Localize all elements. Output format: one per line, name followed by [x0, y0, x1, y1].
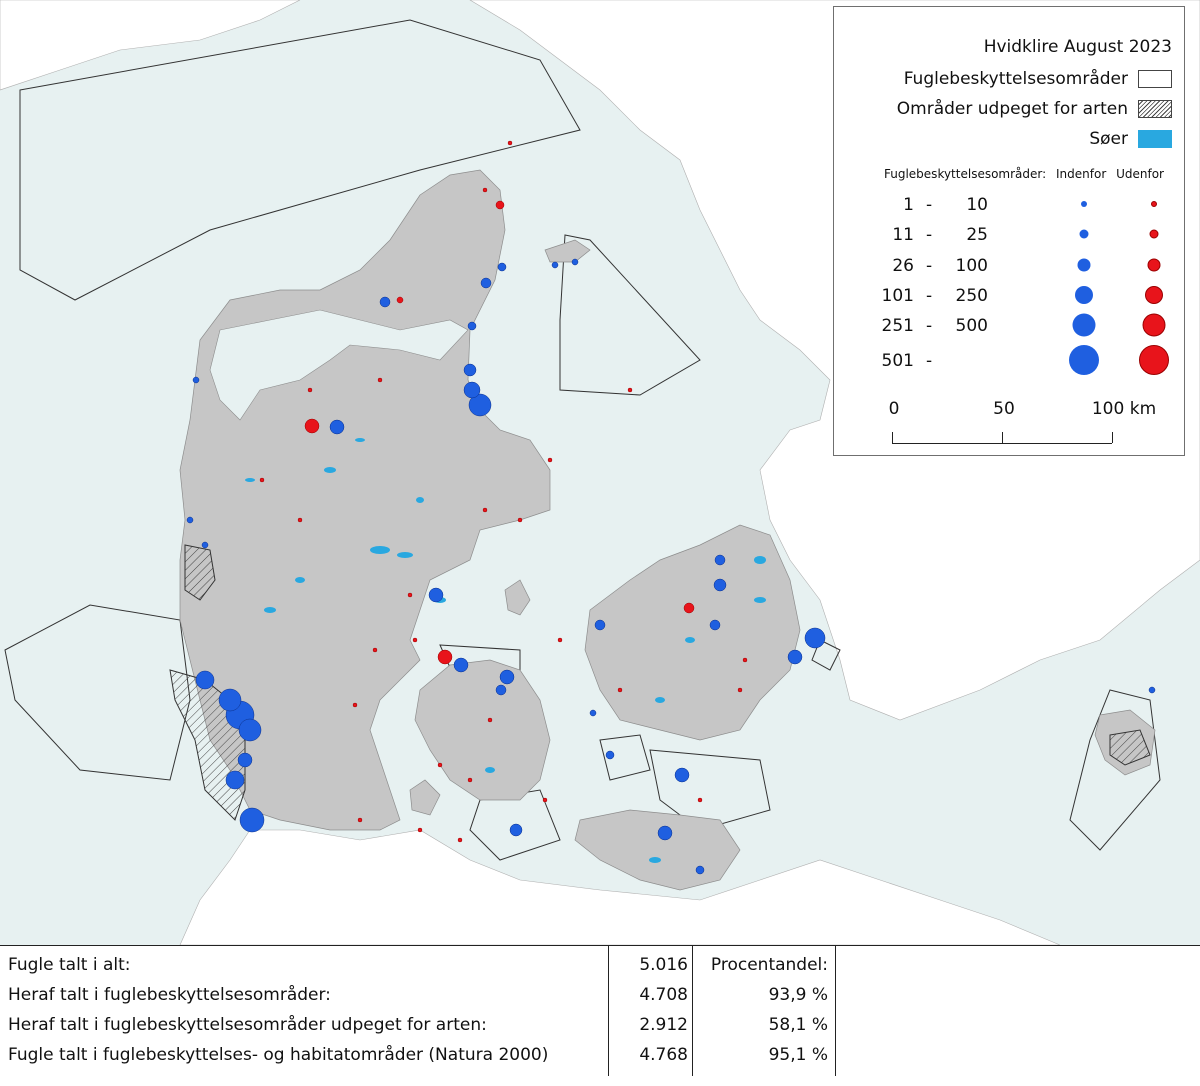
observations-inside: [186, 258, 1156, 875]
legend-item-lakes: Søer: [1089, 127, 1172, 151]
class-low: 11: [892, 225, 914, 245]
inside-label: Indenfor: [1056, 167, 1107, 181]
scale-bar: 0 50 100 km: [888, 399, 1156, 449]
class-low: 101: [881, 286, 914, 306]
inside-symbol: [1079, 229, 1089, 239]
observations-outside: [259, 140, 748, 843]
outside-symbol: [1142, 313, 1166, 337]
row-value: 5.016: [639, 955, 688, 975]
inside-symbol: [1072, 313, 1096, 337]
size-class-row: 1 - 10: [834, 189, 1186, 219]
table-row: Fugle talt i alt: 5.016 Procentandel:: [0, 950, 1200, 980]
class-dash: -: [926, 286, 933, 306]
size-class-header: Fuglebeskyttelsesområder: Indenfor Udenf…: [878, 167, 1164, 181]
samsoe: [504, 579, 531, 616]
outside-label: Udenfor: [1116, 167, 1164, 181]
outside-symbol: [1149, 229, 1159, 239]
norway-land: [0, 0, 301, 91]
class-dash: -: [926, 351, 933, 371]
row-percent: Procentandel:: [710, 955, 828, 975]
class-low: 1: [903, 195, 914, 215]
protection-area-swatch: [1138, 70, 1172, 88]
row-value: 4.708: [639, 985, 688, 1005]
hatched-swatch: [1138, 100, 1172, 118]
table-row: Heraf talt i fuglebeskyttelsesområder: 4…: [0, 980, 1200, 1010]
size-class-row: 251 - 500: [834, 310, 1186, 340]
row-label: Fugle talt i alt:: [8, 955, 131, 975]
statistics-table: Fugle talt i alt: 5.016 Procentandel: He…: [0, 945, 1200, 1086]
als: [409, 779, 441, 816]
size-class-row: 501 -: [834, 345, 1186, 375]
legend-item-designated-area: Områder udpeget for arten: [897, 97, 1172, 121]
lakes: [245, 438, 766, 863]
germany-land: [179, 829, 1061, 945]
row-percent: 93,9 %: [768, 985, 828, 1005]
laeso: [544, 239, 591, 263]
class-high: 25: [966, 225, 988, 245]
class-low: 26: [892, 256, 914, 276]
class-dash: -: [926, 225, 933, 245]
size-class-row: 26 - 100: [834, 250, 1186, 280]
legend-item-label: Fuglebeskyttelsesområder: [903, 69, 1128, 89]
inside-symbol: [1081, 201, 1087, 207]
size-class-row: 11 - 25: [834, 219, 1186, 249]
class-high: 100: [955, 256, 988, 276]
class-low: 251: [881, 316, 914, 336]
outside-symbol: [1151, 201, 1157, 207]
zealand: [584, 524, 801, 741]
scale-tick: [892, 432, 893, 443]
size-header-label: Fuglebeskyttelsesområder:: [884, 167, 1047, 181]
scale-label: 50: [993, 399, 1015, 419]
legend-item-label: Søer: [1089, 129, 1128, 149]
column-divider: [608, 946, 609, 1076]
lake-swatch: [1138, 130, 1172, 148]
legend-item-label: Områder udpeget for arten: [896, 99, 1128, 119]
scale-tick: [1002, 432, 1003, 443]
row-percent: 58,1 %: [768, 1015, 828, 1035]
class-high: 500: [955, 316, 988, 336]
scale-label: 0: [888, 399, 900, 419]
column-divider: [692, 946, 693, 1076]
outside-symbol: [1147, 258, 1161, 272]
class-dash: -: [926, 316, 933, 336]
class-dash: -: [926, 256, 933, 276]
size-class-row: 101 - 250: [834, 280, 1186, 310]
class-high: 250: [955, 286, 988, 306]
table-row: Fugle talt i fuglebeskyttelses- og habit…: [0, 1040, 1200, 1070]
inside-symbol: [1075, 286, 1093, 304]
class-low: 501: [881, 351, 914, 371]
scale-tick: [1112, 432, 1113, 443]
legend-title: Hvidklire August 2023: [983, 37, 1172, 57]
inside-symbol: [1077, 258, 1091, 272]
row-label: Heraf talt i fuglebeskyttelsesområder:: [8, 985, 331, 1005]
funen: [414, 659, 551, 801]
row-value: 4.768: [639, 1045, 688, 1065]
legend-item-protection-area: Fuglebeskyttelsesområder: [904, 67, 1172, 91]
limfjord: [209, 309, 469, 421]
class-dash: -: [926, 195, 933, 215]
legend: Hvidklire August 2023 Fuglebeskyttelseso…: [833, 6, 1185, 456]
class-high: 10: [966, 195, 988, 215]
table-row: Heraf talt i fuglebeskyttelsesområder ud…: [0, 1010, 1200, 1040]
scale-label: 100 km: [1091, 399, 1157, 419]
row-percent: 95,1 %: [768, 1045, 828, 1065]
inside-symbol: [1069, 345, 1099, 375]
scale-line: [892, 443, 1112, 444]
outside-symbol: [1139, 345, 1169, 375]
outside-symbol: [1145, 286, 1163, 304]
row-label: Fugle talt i fuglebeskyttelses- og habit…: [8, 1045, 549, 1065]
row-label: Heraf talt i fuglebeskyttelsesområder ud…: [8, 1015, 487, 1035]
row-value: 2.912: [639, 1015, 688, 1035]
column-divider: [835, 946, 836, 1076]
